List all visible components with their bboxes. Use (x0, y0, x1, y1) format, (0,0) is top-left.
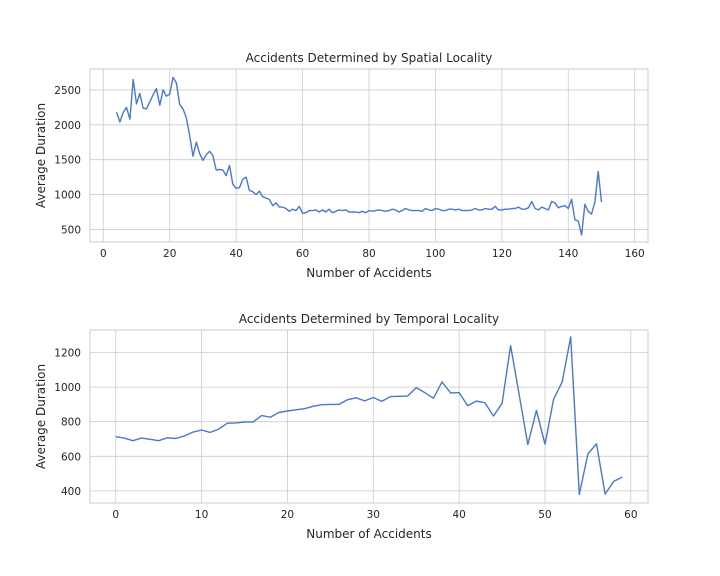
y-tick-label: 400 (61, 486, 81, 498)
y-axis-label: Average Duration (34, 103, 48, 208)
plot-frame (89, 329, 649, 504)
x-axis-label: Number of Accidents (306, 266, 432, 280)
x-tick-label: 40 (452, 509, 465, 521)
y-tick-label: 2500 (54, 85, 81, 97)
x-tick-label: 50 (538, 509, 551, 521)
x-tick-label: 10 (195, 509, 208, 521)
x-tick-label: 20 (163, 248, 176, 260)
y-tick-labels: 500 1000 1500 2000 2500 (54, 85, 81, 237)
y-tick-label: 800 (61, 417, 81, 429)
grid-lines (90, 330, 648, 503)
x-tick-label: 0 (112, 509, 119, 521)
x-tick-label: 80 (362, 248, 375, 260)
temporal-series-line (115, 336, 623, 496)
y-tick-label: 1200 (54, 347, 81, 359)
x-tick-label: 120 (492, 248, 512, 260)
y-tick-label: 600 (61, 451, 81, 463)
x-tick-label: 40 (229, 248, 242, 260)
grid-lines (90, 69, 648, 242)
x-tick-label: 60 (296, 248, 309, 260)
x-tick-labels: 0 20 40 60 80 100 120 140 160 (100, 248, 645, 260)
y-tick-labels: 400 600 800 1000 1200 (54, 347, 81, 497)
chart-title: Accidents Determined by Spatial Locality (246, 51, 493, 65)
y-tick-label: 2000 (54, 120, 81, 132)
spatial-locality-chart: 0 20 40 60 80 100 120 140 160 500 1000 1500 2000 250… (34, 51, 649, 280)
plot-frame (89, 68, 649, 243)
temporal-locality-chart: 0 10 20 30 40 50 60 400 600 800 1000 1200 Accident… (34, 312, 649, 541)
y-axis-label: Average Duration (34, 364, 48, 469)
x-tick-label: 0 (100, 248, 107, 260)
x-tick-label: 60 (624, 509, 637, 521)
x-tick-label: 30 (367, 509, 380, 521)
x-tick-label: 160 (625, 248, 645, 260)
x-tick-label: 20 (281, 509, 294, 521)
x-tick-label: 140 (558, 248, 578, 260)
spatial-series-line (115, 76, 603, 236)
y-tick-label: 1000 (54, 190, 81, 202)
y-tick-label: 1000 (54, 382, 81, 394)
x-tick-labels: 0 10 20 30 40 50 60 (112, 509, 637, 521)
x-axis-label: Number of Accidents (306, 527, 432, 541)
y-tick-label: 500 (61, 224, 81, 236)
y-tick-label: 1500 (54, 155, 81, 167)
x-tick-label: 100 (425, 248, 445, 260)
chart-title: Accidents Determined by Temporal Localit… (239, 312, 499, 326)
